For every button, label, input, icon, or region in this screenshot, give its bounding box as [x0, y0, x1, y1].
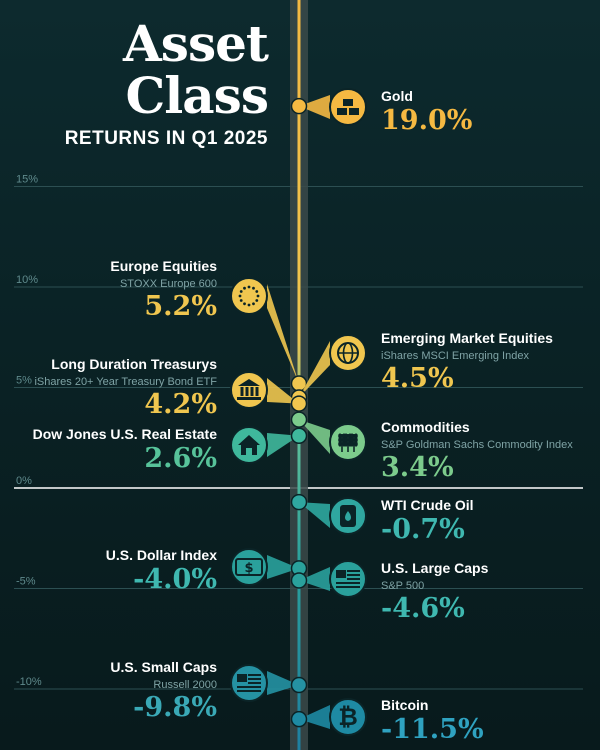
subtitle: RETURNS IN Q1 2025: [64, 128, 268, 149]
connector: [267, 555, 299, 579]
y-tick-label: 15%: [16, 174, 38, 186]
point-subtitle: iShares MSCI Emerging Index: [381, 350, 529, 362]
point-value: -0.7%: [381, 514, 465, 545]
data-point-bitcoin: ₿ Bitcoin-11.5%: [290, 697, 484, 745]
connector: [267, 378, 299, 404]
point-subtitle: S&P 500: [381, 580, 424, 592]
icon-badge: [329, 698, 367, 736]
icon-badge: [329, 88, 367, 126]
axis-line: [297, 0, 301, 750]
point-subtitle: Russell 2000: [153, 679, 217, 691]
data-dot: [290, 427, 308, 444]
point-name: Gold: [381, 88, 413, 104]
point-value: -4.6%: [381, 593, 465, 624]
data-point-long-duration-treasurys: Long Duration Treasurys iShares 20+ Year …: [34, 356, 308, 420]
us-flag-icon: [336, 570, 360, 588]
connector: [267, 284, 299, 384]
data-dot: [290, 710, 308, 728]
svg-text:$: $: [244, 561, 253, 576]
connector: [299, 419, 330, 454]
data-dot: [290, 395, 308, 412]
house-icon: [238, 435, 260, 455]
connector: [299, 95, 330, 119]
title-line-2: Class: [125, 66, 270, 125]
point-subtitle: iShares 20+ Year Treasury Bond ETF: [34, 376, 217, 388]
point-name: Dow Jones U.S. Real Estate: [33, 426, 218, 442]
connector: [299, 705, 330, 729]
y-tick-label: 5%: [16, 375, 32, 387]
point-value: -11.5%: [381, 714, 484, 745]
y-tick-label: -5%: [16, 576, 36, 588]
point-name: Emerging Market Equities: [381, 330, 553, 346]
y-tick-label: 10%: [16, 274, 38, 286]
point-value: -9.8%: [133, 692, 217, 723]
point-value: 2.6%: [144, 443, 217, 474]
point-name: WTI Crude Oil: [381, 497, 474, 513]
connector: [299, 502, 330, 528]
wheat-icon: [338, 433, 358, 452]
point-value: 19.0%: [381, 105, 472, 136]
title-line-1: Asset: [123, 14, 269, 73]
point-subtitle: S&P Goldman Sachs Commodity Index: [381, 439, 573, 451]
y-tick-label: -10%: [16, 676, 42, 688]
data-point-wti-crude-oil: WTI Crude Oil-0.7%: [290, 493, 474, 545]
data-dot: [290, 572, 308, 589]
data-point-commodities: Commodities S&P Goldman Sachs Commodity I…: [290, 411, 573, 483]
point-value: -4.0%: [133, 564, 217, 595]
title-block: Asset Class RETURNS IN Q1 2025: [64, 14, 270, 150]
point-name: Europe Equities: [110, 258, 217, 274]
point-name: Long Duration Treasurys: [51, 356, 217, 372]
globe-icon: [337, 342, 359, 364]
point-name: U.S. Dollar Index: [106, 547, 217, 563]
data-point-u-s-small-caps: U.S. Small Caps Russell 2000-9.8%: [110, 659, 308, 723]
data-dot: [290, 676, 308, 694]
bank-icon: [237, 379, 261, 400]
point-value: 4.5%: [381, 363, 454, 394]
point-value: 3.4%: [381, 452, 454, 483]
data-dot: [290, 97, 308, 115]
point-name: U.S. Large Caps: [381, 560, 489, 576]
point-value: 5.2%: [144, 291, 217, 322]
data-dot: [290, 493, 308, 511]
connector: [299, 567, 330, 591]
y-tick-label: 0%: [16, 475, 32, 487]
oil-barrel-icon: [340, 505, 356, 527]
bitcoin-icon: ₿: [338, 703, 358, 731]
connector: [267, 433, 299, 457]
icon-badge: [230, 277, 268, 315]
point-subtitle: STOXX Europe 600: [120, 278, 217, 290]
data-dot: [290, 411, 308, 428]
dollar-bill-icon: $: [235, 558, 263, 576]
point-name: U.S. Small Caps: [110, 659, 217, 675]
svg-text:₿: ₿: [338, 703, 358, 731]
icon-badge: [230, 371, 268, 409]
connector: [267, 671, 299, 695]
gold-bars-icon: [337, 99, 359, 115]
point-value: 4.2%: [144, 389, 217, 420]
us-flag-icon: [237, 674, 261, 692]
connector: [299, 341, 330, 398]
eu-flag-icon: [238, 285, 260, 307]
data-point-u-s-large-caps: U.S. Large Caps S&P 500-4.6%: [290, 560, 489, 624]
data-point-emerging-market-equities: Emerging Market Equities iShares MSCI Eme…: [290, 330, 553, 406]
point-name: Commodities: [381, 419, 470, 435]
data-point-u-s-dollar-index: $ U.S. Dollar Index-4.0%: [106, 547, 308, 595]
point-name: Bitcoin: [381, 697, 428, 713]
